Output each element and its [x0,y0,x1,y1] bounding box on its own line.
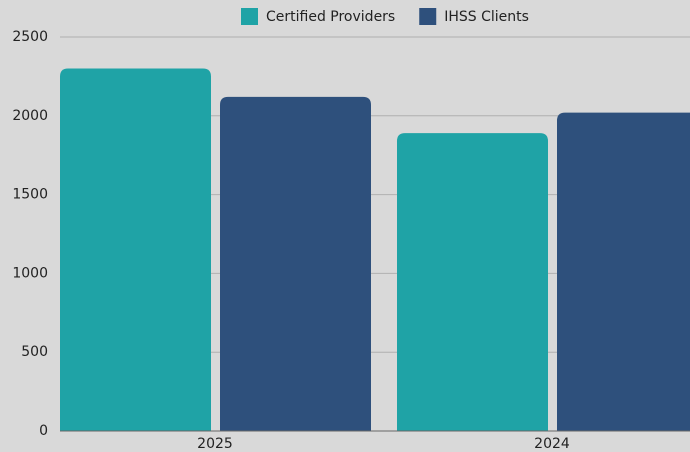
legend-swatch [241,8,258,25]
bar [220,96,371,431]
x-tick-label: 2024 [534,436,570,452]
y-tick-label: 2000 [12,108,48,124]
y-tick-label: 500 [21,344,48,360]
x-tick-label: 2025 [197,436,233,452]
legend-swatch [419,8,437,25]
legend-label: Certified Providers [266,9,395,25]
bar [60,68,211,432]
bar [557,112,690,431]
legend-label: IHSS Clients [444,9,529,25]
y-tick-label: 1500 [12,187,48,203]
y-tick-label: 0 [39,423,48,439]
y-tick-label: 2500 [12,29,48,45]
y-tick-label: 1000 [12,265,48,281]
bar [397,133,548,432]
